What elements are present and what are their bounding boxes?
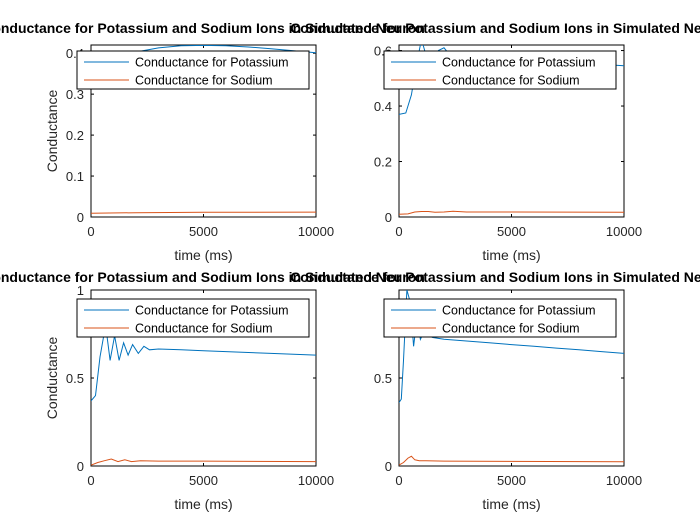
y-tick-label: 0.3 <box>66 87 84 102</box>
legend: Conductance for Potassium Conductance for… <box>76 50 310 90</box>
legend: Conductance for Potassium Conductance for… <box>76 298 310 338</box>
legend: Conductance for Potassium Conductance for… <box>383 50 617 90</box>
series-line-sodium <box>91 211 316 214</box>
y-tick-label: 0.5 <box>66 371 84 386</box>
chart-title-2: Conductance for Potassium and Sodium Ion… <box>290 20 700 36</box>
x-axis-label: time (ms) <box>174 496 232 512</box>
series-line-sodium <box>91 458 316 466</box>
x-tick-label: 10000 <box>606 224 642 239</box>
legend-entry: Conductance for Sodium <box>442 74 580 88</box>
x-tick-label: 5000 <box>189 224 218 239</box>
legend-entry: Conductance for Potassium <box>135 56 289 70</box>
y-tick-label: 0 <box>77 210 84 225</box>
y-axis-label: Conductance <box>44 90 60 173</box>
x-tick-label: 0 <box>87 224 94 239</box>
legend-entry: Conductance for Potassium <box>135 304 289 318</box>
series-line-sodium <box>399 455 624 466</box>
x-axis-label: time (ms) <box>482 247 540 263</box>
y-tick-label: 0.2 <box>374 155 392 170</box>
legend-entry: Conductance for Sodium <box>442 322 580 336</box>
legend: Conductance for Potassium Conductance for… <box>383 298 617 338</box>
legend-box <box>76 298 310 338</box>
y-tick-label: 0 <box>77 459 84 474</box>
legend-entry: Conductance for Potassium <box>442 56 596 70</box>
y-axis-label: Conductance <box>44 337 60 420</box>
x-tick-label: 0 <box>395 224 402 239</box>
chart-title-4: Conductance for Potassium and Sodium Ion… <box>290 269 700 285</box>
chart-title-1: Conductance for Potassium and Sodium Ion… <box>0 20 425 36</box>
subplot-3: 0 5000 10000 0 0.5 1 time (ms) Conductance Condu… <box>44 283 334 512</box>
x-tick-label: 10000 <box>298 473 334 488</box>
y-tick-label: 0.4 <box>374 99 392 114</box>
y-tick-label: 0 <box>385 459 392 474</box>
y-tick-label: 0 <box>385 210 392 225</box>
x-tick-label: 5000 <box>497 224 526 239</box>
chart-title-3: Conductance for Potassium and Sodium Ion… <box>0 269 425 285</box>
legend-box <box>383 50 617 90</box>
x-tick-label: 0 <box>395 473 402 488</box>
x-tick-label: 0 <box>87 473 94 488</box>
series-line-sodium <box>399 210 624 215</box>
y-tick-label: 0.5 <box>374 371 392 386</box>
y-tick-label: 0.2 <box>66 128 84 143</box>
legend-entry: Conductance for Sodium <box>135 322 273 336</box>
x-axis-label: time (ms) <box>174 247 232 263</box>
x-tick-label: 5000 <box>497 473 526 488</box>
x-tick-label: 10000 <box>606 473 642 488</box>
x-tick-label: 10000 <box>298 224 334 239</box>
subplot-4: 0 5000 10000 0 0.5 time (ms) Conductance for P… <box>374 289 642 512</box>
legend-entry: Conductance for Potassium <box>442 304 596 318</box>
y-tick-label: 1 <box>77 283 84 298</box>
legend-box <box>76 50 310 90</box>
y-tick-label: 0.1 <box>66 169 84 184</box>
x-axis-label: time (ms) <box>482 496 540 512</box>
legend-entry: Conductance for Sodium <box>135 74 273 88</box>
x-tick-label: 5000 <box>189 473 218 488</box>
legend-box <box>383 298 617 338</box>
